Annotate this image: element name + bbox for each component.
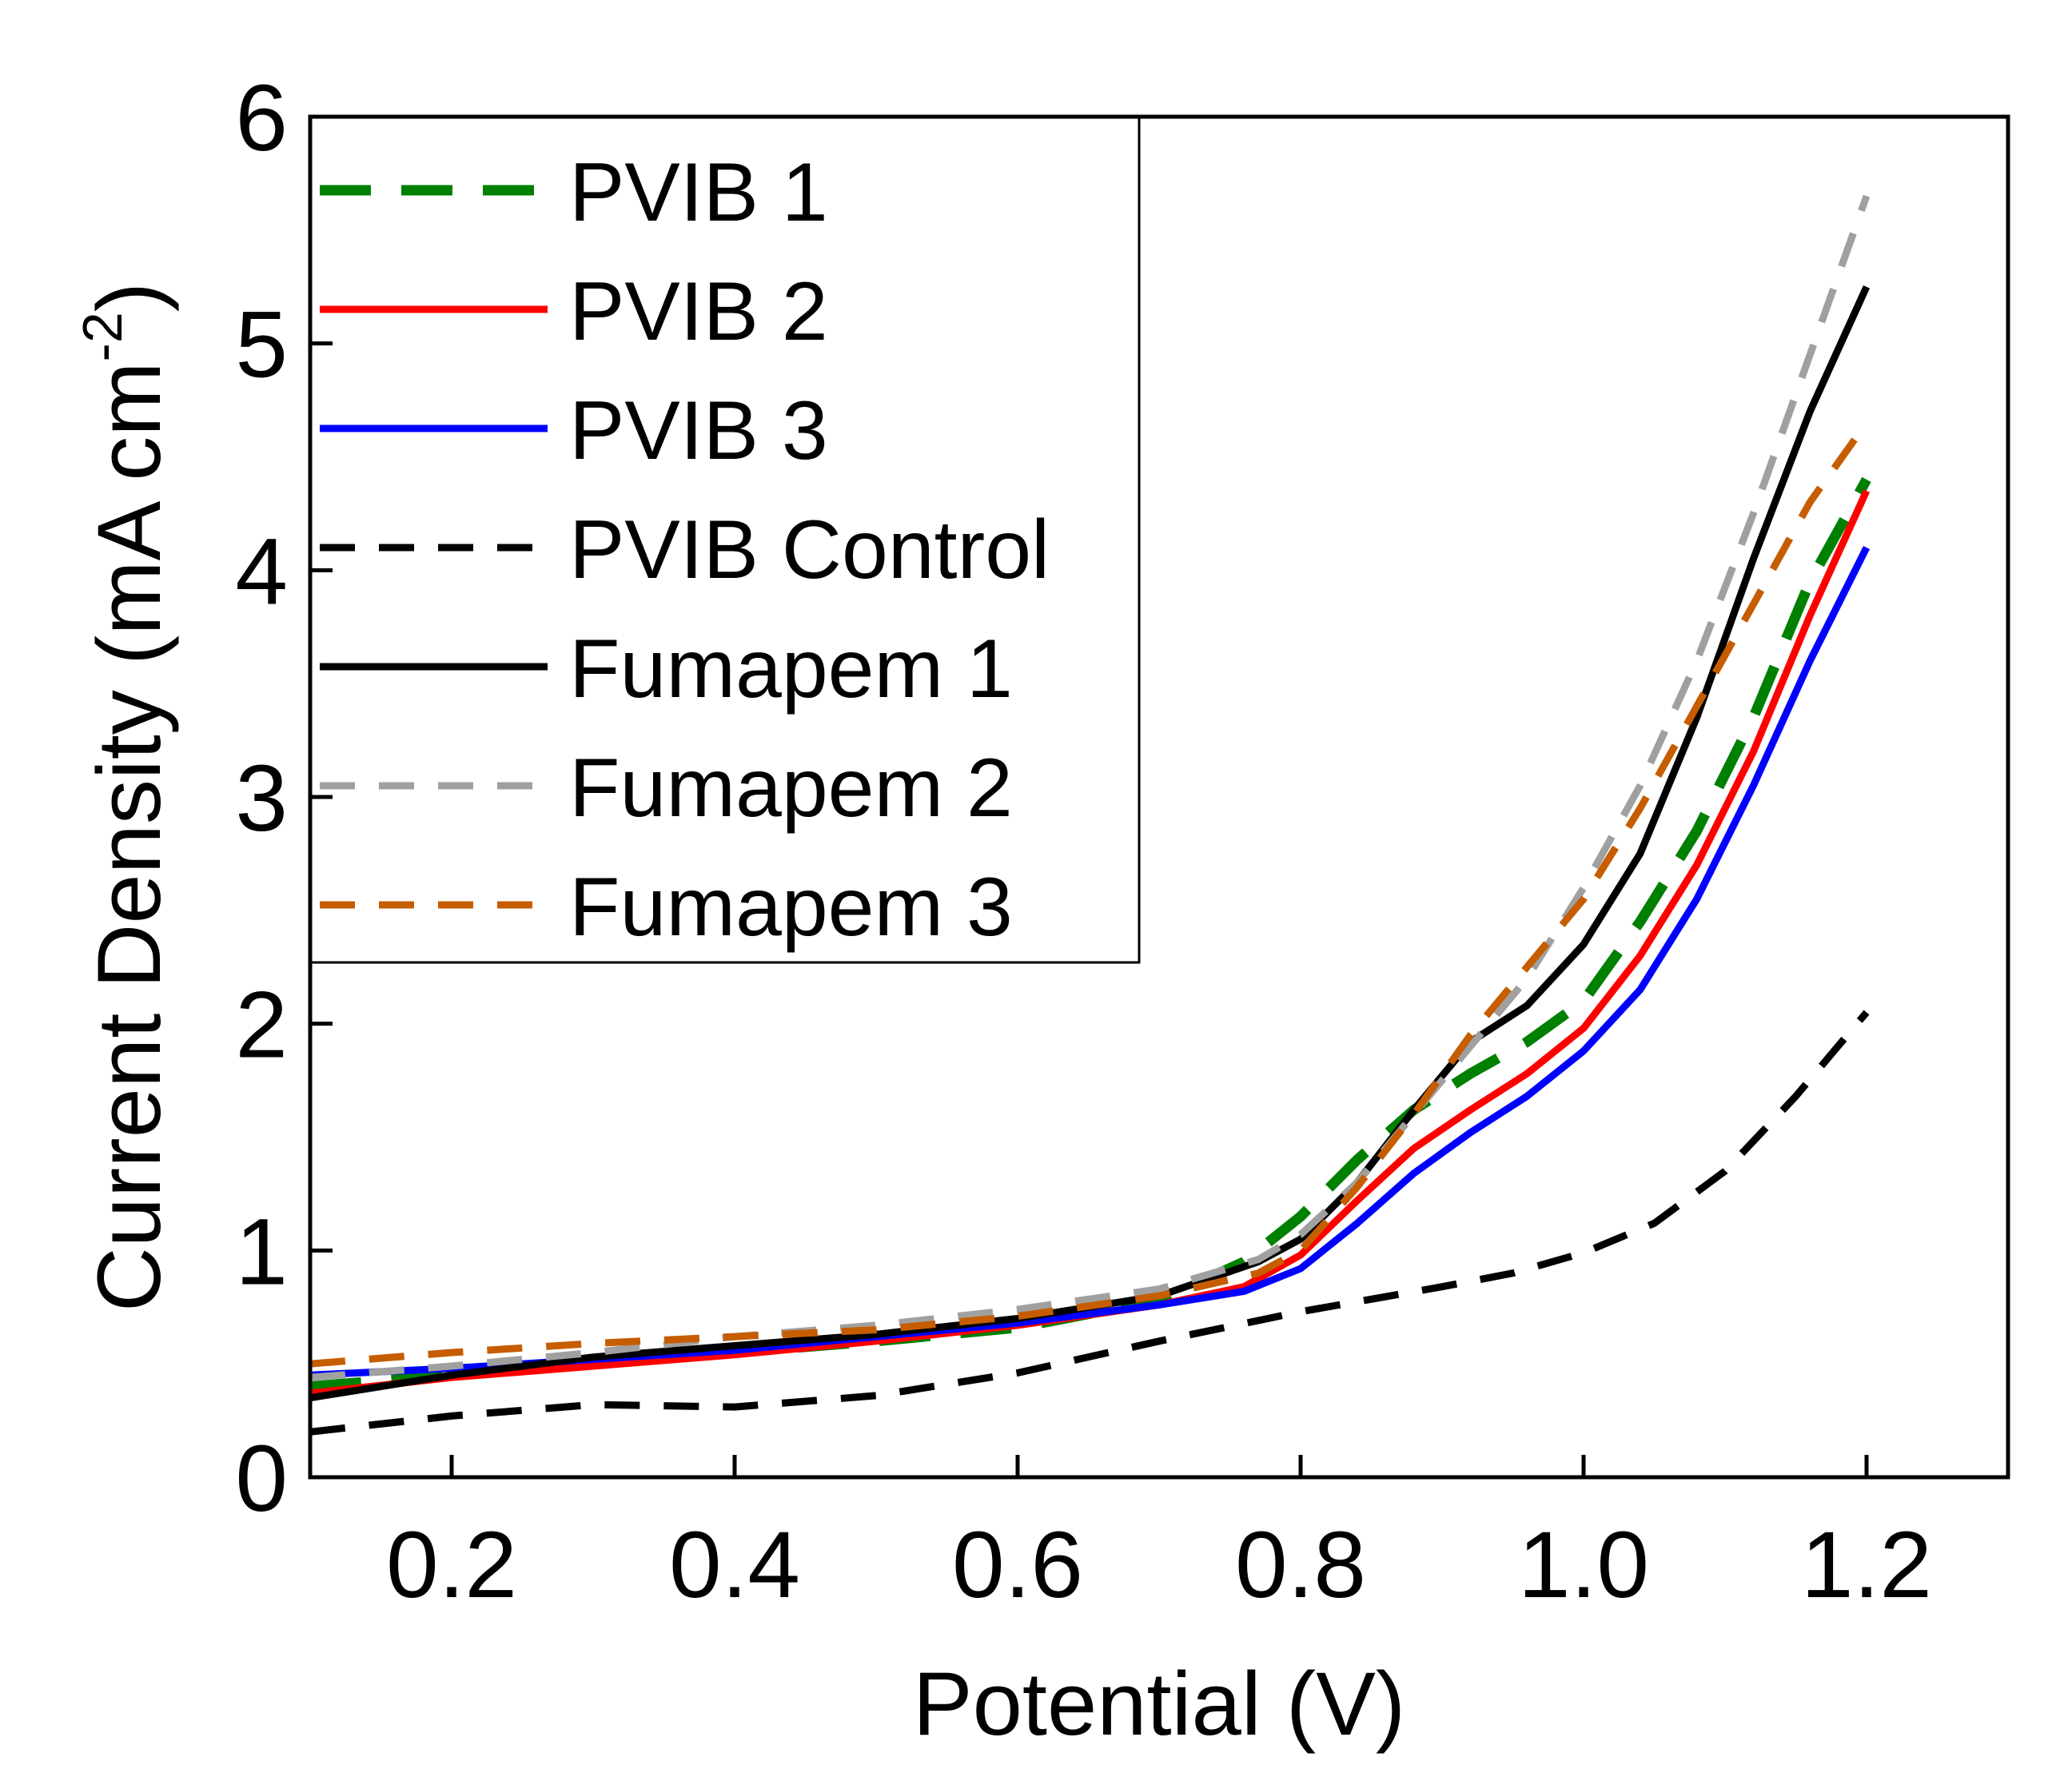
series-line-fumapem-3 — [309, 420, 1870, 1368]
y-tick-label: 0 — [235, 1426, 288, 1532]
x-tick-label: 0.4 — [669, 1512, 800, 1618]
y-tick-label: 1 — [235, 1199, 288, 1305]
legend-label: Fumapem 3 — [569, 861, 1013, 954]
legend-box — [309, 115, 1141, 964]
series-line-pvib-control — [309, 1010, 1870, 1436]
x-tick-label: 0.2 — [386, 1512, 517, 1618]
x-tick-label: 1.2 — [1801, 1512, 1932, 1618]
legend-label: PVIB 1 — [569, 146, 828, 239]
legend-label: Fumapem 1 — [569, 623, 1013, 715]
plot-frame — [308, 114, 2010, 1480]
y-tick-label: 4 — [235, 519, 288, 624]
x-tick-label: 0.8 — [1235, 1512, 1366, 1618]
series-line-pvib-3 — [309, 545, 1871, 1379]
legend-label: PVIB Control — [569, 504, 1050, 596]
x-tick-label: 0.6 — [952, 1512, 1083, 1618]
y-tick-label: 5 — [235, 293, 288, 398]
series-line-pvib-2 — [309, 489, 1871, 1397]
x-axis-title: Potential (V) — [913, 1654, 1405, 1754]
legend-label: Fumapem 2 — [569, 742, 1013, 835]
y-axis-title: Current Density (mA cm-2) — [71, 282, 179, 1312]
legend-label: PVIB 3 — [569, 384, 828, 477]
y-axis-title-main: Current Density (mA cm — [79, 361, 179, 1312]
legend: PVIB 1 PVIB 2 PVIB 3 PVIB Control Fumapem 1 F… — [320, 146, 1050, 954]
y-axis-title-superscript: -2 — [71, 312, 133, 361]
y-tick-label: 2 — [235, 973, 288, 1078]
y-tick-label: 6 — [235, 66, 288, 171]
tick-labels: 0.2 0.4 0.6 0.8 1.0 1.2 0 1 2 3 4 5 6 — [235, 66, 1932, 1618]
y-axis-title-suffix: ) — [79, 282, 179, 312]
series-layer — [309, 194, 1871, 1436]
x-tick-label: 1.0 — [1518, 1512, 1649, 1618]
legend-label: PVIB 2 — [569, 265, 828, 358]
y-tick-label: 3 — [235, 746, 288, 851]
